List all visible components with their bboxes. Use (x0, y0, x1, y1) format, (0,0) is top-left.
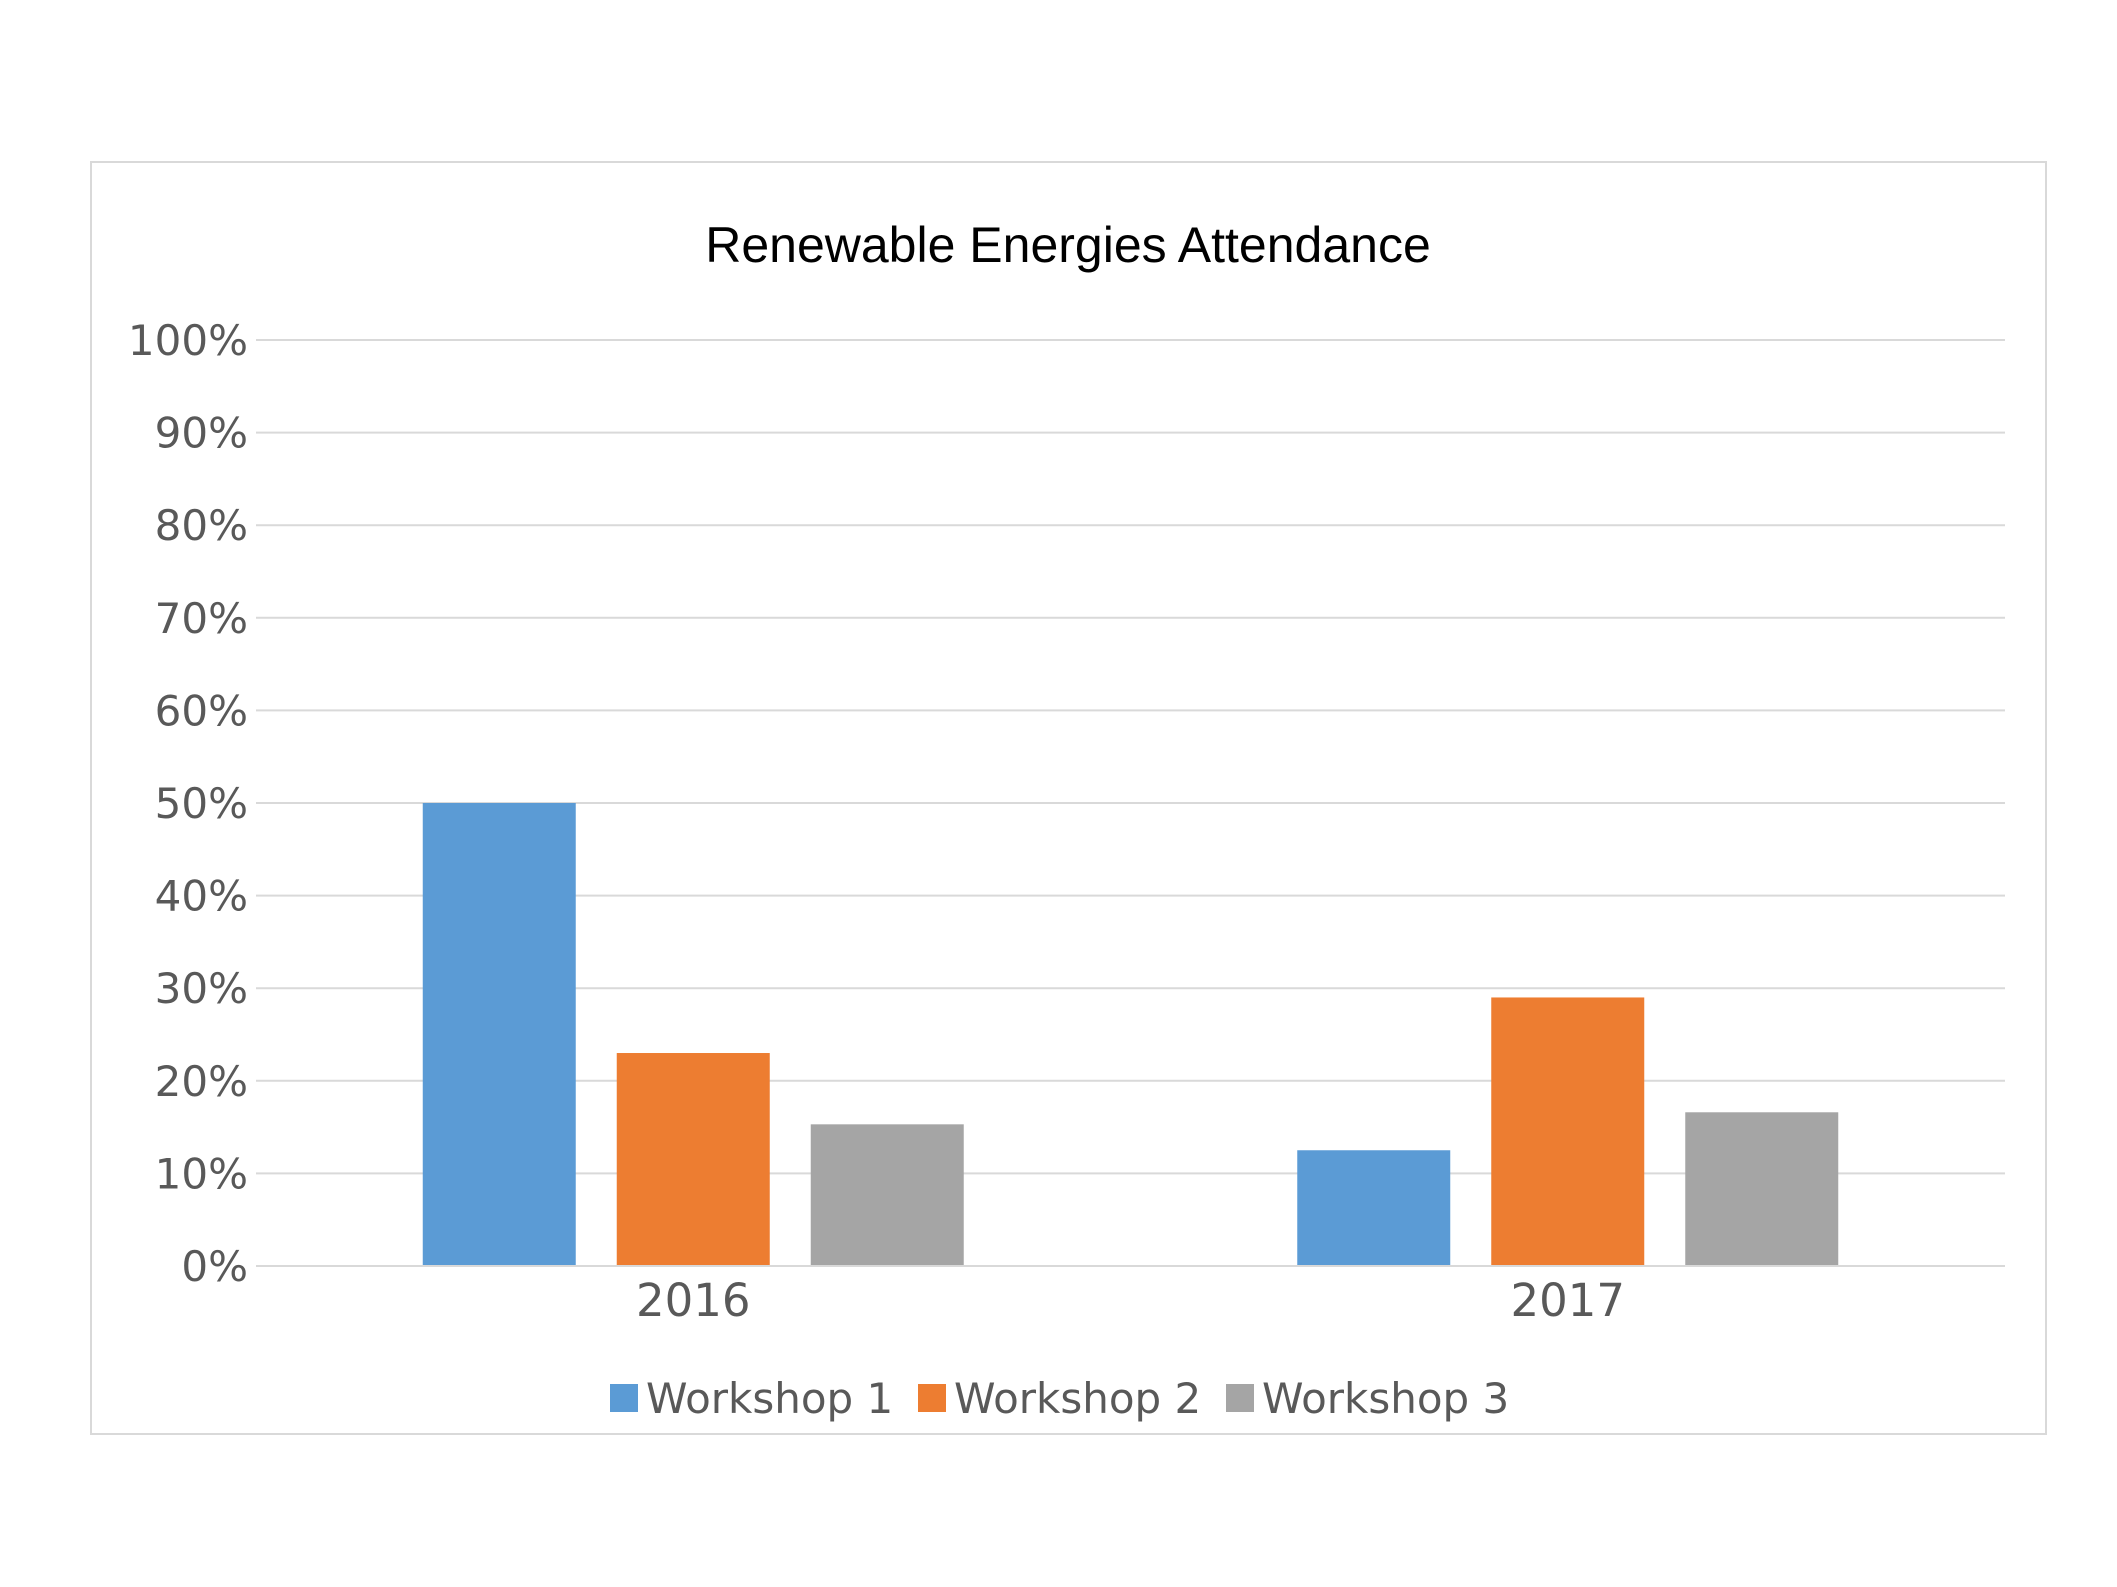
y-tick-label: 30% (155, 964, 248, 1013)
bar (1685, 1112, 1839, 1266)
y-tick-label: 90% (155, 409, 248, 458)
y-tick-label: 40% (155, 872, 248, 921)
legend-item: Workshop 1 (610, 1374, 893, 1423)
legend-swatch (918, 1384, 946, 1412)
y-tick-label: 80% (155, 501, 248, 550)
y-tick-label: 70% (155, 594, 248, 643)
legend-swatch (610, 1384, 638, 1412)
legend-item: Workshop 2 (918, 1374, 1201, 1423)
legend-swatch (1226, 1384, 1254, 1412)
y-tick-label: 10% (155, 1149, 248, 1198)
y-axis-tick-labels: 0% 10% 20% 30% 40% 50% 60% 70% 80% 90% 100% (128, 316, 248, 1291)
y-tick-label: 50% (155, 779, 248, 828)
bar (1297, 1150, 1451, 1266)
x-tick-label: 2016 (636, 1274, 751, 1327)
legend-item: Workshop 3 (1226, 1374, 1509, 1423)
y-tick-label: 0% (181, 1242, 248, 1291)
bars (422, 803, 1839, 1266)
legend: Workshop 1 Workshop 2 Workshop 3 (610, 1374, 1509, 1423)
y-tick-label: 100% (128, 316, 248, 365)
chart-title: Renewable Energies Attendance (705, 217, 1431, 273)
legend-label: Workshop 1 (646, 1374, 893, 1423)
x-axis: 2016 2017 (256, 1265, 2005, 1327)
bar (616, 1053, 770, 1266)
y-tick-label: 20% (155, 1057, 248, 1106)
bar (422, 803, 576, 1266)
bar (810, 1124, 964, 1266)
bar (1491, 997, 1645, 1266)
x-tick-label: 2017 (1510, 1274, 1625, 1327)
legend-label: Workshop 3 (1262, 1374, 1509, 1423)
y-tick-label: 60% (155, 686, 248, 735)
legend-label: Workshop 2 (954, 1374, 1201, 1423)
